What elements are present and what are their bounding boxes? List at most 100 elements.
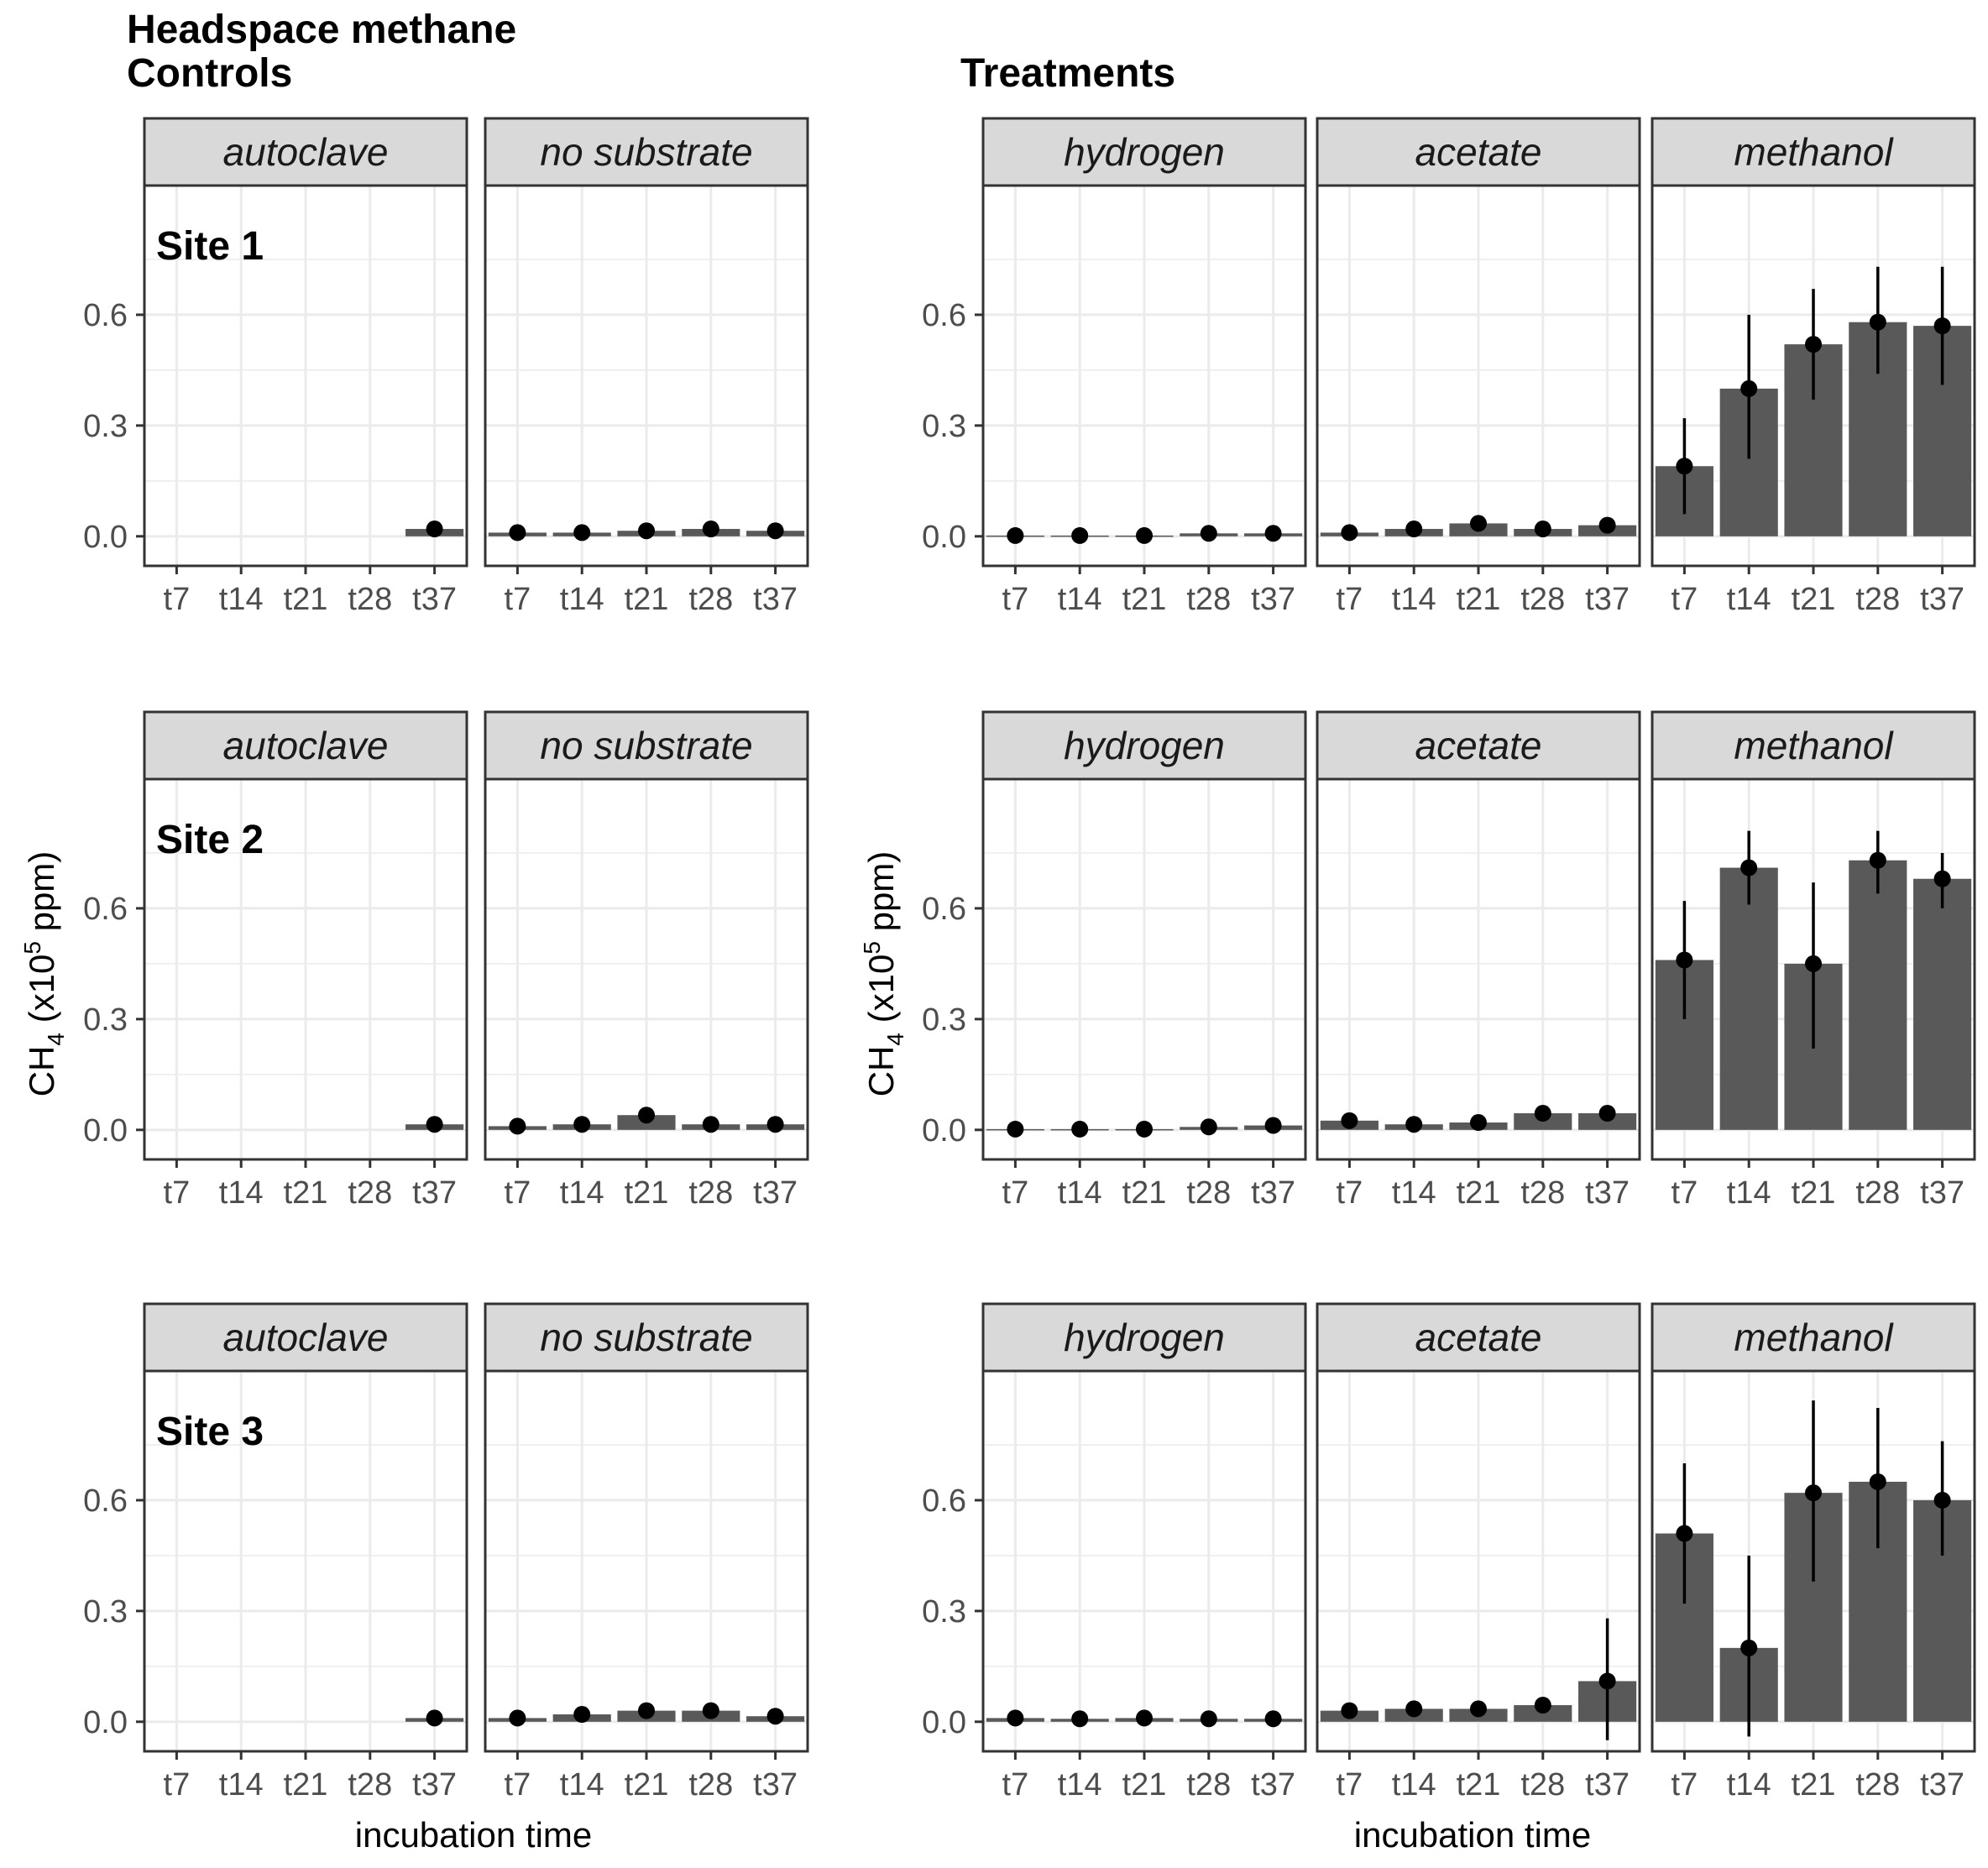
facet-strip bbox=[484, 1302, 809, 1373]
facet-strip-label: autoclave bbox=[223, 724, 389, 767]
x-tick-label: t7 bbox=[1337, 1767, 1363, 1803]
x-tick-label: t21 bbox=[284, 1767, 328, 1803]
facet-panel: methanol t7 t14 t21 t28 t37 bbox=[1651, 710, 1976, 1211]
x-tick-label: t14 bbox=[1058, 582, 1102, 617]
facet-panel: hydrogen t7 t14 t21 t28 t37 0.0 0.3 0.6 bbox=[922, 1302, 1307, 1803]
data-point bbox=[1264, 1117, 1282, 1134]
data-point bbox=[509, 1117, 526, 1135]
site-label: Site 1 bbox=[156, 224, 264, 269]
data-point bbox=[1933, 870, 1951, 887]
facet-panel: autoclave t7 t14 t21 t28 t37 0.0 0.3 0.6 bbox=[83, 1302, 468, 1803]
facet-panel: autoclave t7 t14 t21 t28 t37 0.0 0.3 0.6 bbox=[83, 710, 468, 1211]
x-tick-label: t14 bbox=[1392, 1175, 1436, 1211]
facet-strip-label: no substrate bbox=[540, 1316, 752, 1359]
y-tick-label: 0.3 bbox=[922, 1594, 966, 1630]
x-tick-label: t37 bbox=[412, 1767, 457, 1803]
y-tick-label: 0.3 bbox=[83, 409, 128, 444]
data-point bbox=[1071, 526, 1089, 544]
x-tick-label: t21 bbox=[1122, 1767, 1167, 1803]
facet-strip bbox=[981, 117, 1307, 187]
y-axis-title-treatments: CH4 (x105 ppm) bbox=[859, 851, 908, 1097]
data-point bbox=[509, 1709, 526, 1727]
data-point bbox=[573, 1706, 591, 1724]
x-tick-label: t7 bbox=[1671, 1767, 1698, 1803]
x-tick-label: t14 bbox=[219, 1767, 264, 1803]
svg-text:CH4 (x105 ppm): CH4 (x105 ppm) bbox=[19, 851, 69, 1097]
panel-grid: autoclave t7 t14 t21 t28 t37 0.0 0.3 0.6 no subst… bbox=[83, 117, 1976, 1803]
x-tick-label: t37 bbox=[412, 1175, 457, 1211]
x-tick-label: t14 bbox=[560, 1767, 604, 1803]
x-tick-label: t28 bbox=[1520, 1175, 1565, 1211]
y-axis-title-end: ppm) bbox=[861, 851, 901, 941]
y-axis-title-end: ppm) bbox=[22, 851, 61, 941]
y-tick-label: 0.6 bbox=[922, 892, 966, 927]
facet-panel: methanol t7 t14 t21 t28 t37 bbox=[1651, 117, 1976, 617]
x-tick-label: t37 bbox=[1920, 1175, 1964, 1211]
y-axis-title-sup: 5 bbox=[19, 941, 45, 955]
controls-heading: Controls bbox=[127, 51, 292, 96]
data-point bbox=[1869, 313, 1886, 331]
y-axis-title-mid: (x10 bbox=[22, 955, 61, 1033]
y-tick-label: 0.6 bbox=[922, 1483, 966, 1519]
y-tick-label: 0.3 bbox=[922, 409, 966, 444]
x-tick-label: t28 bbox=[1855, 582, 1900, 617]
data-point bbox=[1740, 1639, 1758, 1656]
x-tick-label: t7 bbox=[1337, 1175, 1363, 1211]
x-tick-label: t28 bbox=[348, 1175, 392, 1211]
x-tick-label: t28 bbox=[1520, 582, 1565, 617]
x-tick-label: t14 bbox=[1727, 1175, 1771, 1211]
x-tick-label: t7 bbox=[505, 582, 531, 617]
y-axis-title-sub: 4 bbox=[882, 1033, 908, 1046]
x-tick-label: t21 bbox=[1122, 1175, 1167, 1211]
facet-strip-label: autoclave bbox=[223, 1316, 389, 1359]
facet-panel: hydrogen t7 t14 t21 t28 t37 0.0 0.3 0.6 bbox=[922, 117, 1307, 617]
x-tick-label: t21 bbox=[284, 1175, 328, 1211]
data-point bbox=[1534, 521, 1551, 538]
x-tick-label: t37 bbox=[1585, 1767, 1630, 1803]
y-tick-label: 0.6 bbox=[922, 298, 966, 333]
facet-strip-label: acetate bbox=[1415, 724, 1542, 767]
x-tick-label: t7 bbox=[1002, 1767, 1029, 1803]
x-tick-label: t37 bbox=[1251, 1175, 1295, 1211]
data-point bbox=[1470, 1114, 1487, 1132]
x-tick-label: t14 bbox=[1392, 582, 1436, 617]
y-tick-label: 0.0 bbox=[83, 1705, 128, 1740]
x-tick-label: t14 bbox=[1727, 1767, 1771, 1803]
x-tick-label: t14 bbox=[560, 1175, 604, 1211]
data-point bbox=[573, 1116, 591, 1133]
x-tick-label: t7 bbox=[1002, 582, 1029, 617]
data-point bbox=[1676, 951, 1693, 969]
data-point bbox=[1136, 1120, 1153, 1138]
data-point bbox=[1676, 458, 1693, 475]
x-tick-label: t14 bbox=[1058, 1767, 1102, 1803]
x-tick-label: t37 bbox=[1251, 1767, 1295, 1803]
facet-strip-label: hydrogen bbox=[1064, 1316, 1225, 1359]
svg-text:CH4 (x105 ppm): CH4 (x105 ppm) bbox=[859, 851, 908, 1097]
x-tick-label: t28 bbox=[348, 1767, 392, 1803]
data-point bbox=[1869, 851, 1886, 869]
data-point bbox=[1534, 1105, 1551, 1122]
y-tick-label: 0.0 bbox=[922, 1113, 966, 1149]
facet-strip-label: hydrogen bbox=[1064, 130, 1225, 174]
x-tick-label: t7 bbox=[1671, 582, 1698, 617]
y-tick-label: 0.3 bbox=[83, 1594, 128, 1630]
x-axis-title-treatments: incubation time bbox=[1354, 1815, 1592, 1855]
y-tick-label: 0.3 bbox=[922, 1002, 966, 1038]
x-axis-title-controls: incubation time bbox=[355, 1815, 593, 1855]
facet-strip bbox=[484, 710, 809, 781]
data-point bbox=[702, 521, 719, 538]
x-tick-label: t14 bbox=[219, 1175, 264, 1211]
facet-strip-label: autoclave bbox=[223, 130, 389, 174]
facet-panel: no substrate t7 t14 t21 t28 t37 bbox=[484, 710, 809, 1211]
data-point bbox=[1405, 1116, 1423, 1133]
facet-strip bbox=[1651, 1302, 1976, 1373]
x-tick-label: t21 bbox=[1792, 582, 1836, 617]
x-tick-label: t21 bbox=[1122, 582, 1167, 617]
x-tick-label: t14 bbox=[1392, 1767, 1436, 1803]
facet-panel: no substrate t7 t14 t21 t28 t37 bbox=[484, 117, 809, 617]
x-tick-label: t7 bbox=[1671, 1175, 1698, 1211]
facet-panel: acetate t7 t14 t21 t28 t37 bbox=[1316, 1302, 1641, 1803]
y-tick-label: 0.6 bbox=[83, 298, 128, 333]
data-point bbox=[1007, 526, 1024, 544]
